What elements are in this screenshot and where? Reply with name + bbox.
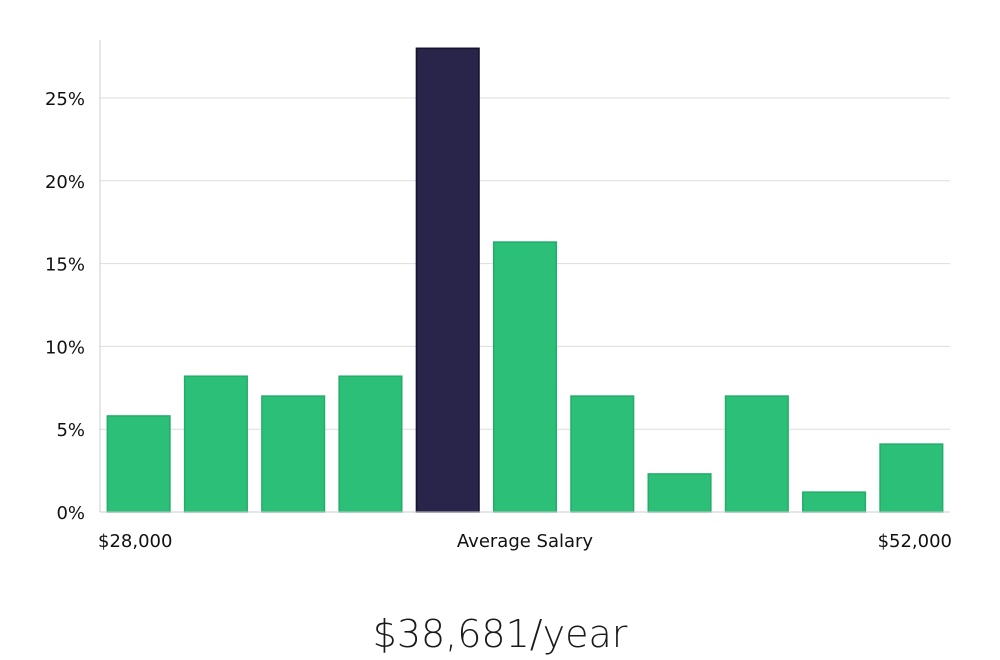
x-center-label: Average Salary xyxy=(457,531,594,552)
x-max-label: $52,000 xyxy=(878,531,952,552)
y-tick-label: 10% xyxy=(45,337,85,358)
bar xyxy=(570,395,635,513)
y-tick-labels: 0% 5% 10% 15% 20% 25% xyxy=(45,89,85,524)
bar xyxy=(647,473,712,513)
x-min-label: $28,000 xyxy=(98,531,172,552)
y-tick-label: 25% xyxy=(45,89,85,110)
y-tick-label: 15% xyxy=(45,255,85,276)
bar-average-salary xyxy=(415,47,480,513)
y-tick-label: 20% xyxy=(45,172,85,193)
bar xyxy=(338,375,403,513)
average-salary-headline: $38,681/year xyxy=(372,612,628,656)
bar xyxy=(724,395,789,513)
bar xyxy=(106,415,171,513)
y-tick-label: 0% xyxy=(56,503,85,524)
axes xyxy=(99,40,950,513)
bar xyxy=(802,491,867,513)
bar xyxy=(879,443,944,513)
bar xyxy=(492,241,558,513)
y-tick-label: 5% xyxy=(56,420,85,441)
histogram-svg: 0%5%10%15%20%25% $28,000 Average Salary … xyxy=(45,40,952,552)
bar xyxy=(183,375,248,513)
bars xyxy=(106,47,944,513)
bar xyxy=(261,395,326,513)
